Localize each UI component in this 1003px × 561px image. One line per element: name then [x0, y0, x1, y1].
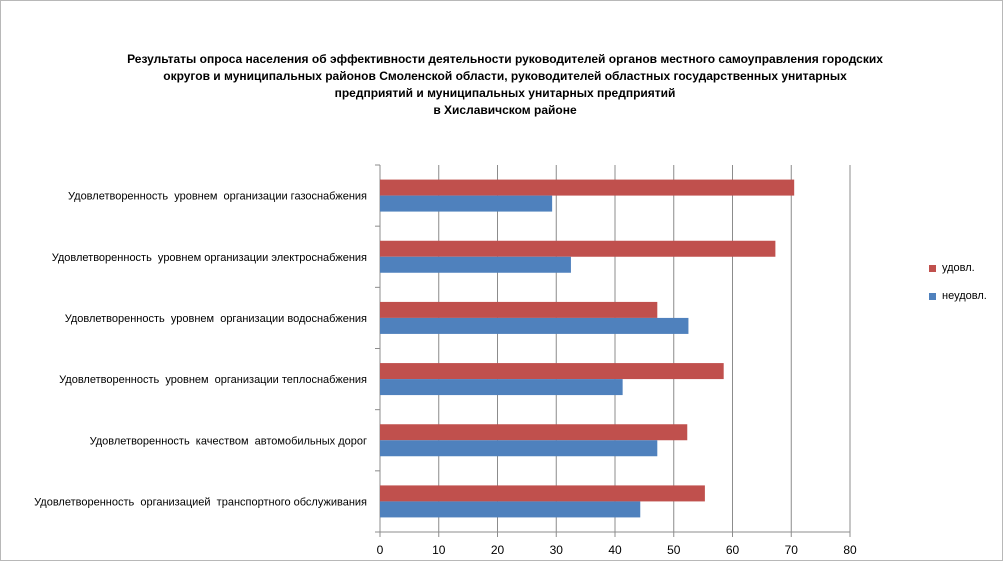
legend-swatch-unsatisfied [929, 292, 936, 300]
x-tick-label: 10 [432, 543, 446, 557]
bar-unsatisfied [380, 501, 641, 518]
chart-title: Результаты опроса населения об эффективн… [90, 51, 920, 119]
bar-satisfied [380, 301, 658, 318]
category-label: Удовлетворенность уровнем организации во… [65, 313, 367, 325]
bar-satisfied [380, 363, 724, 380]
chart-title-line: предприятий и муниципальных унитарных пр… [334, 86, 676, 100]
x-tick-label: 30 [550, 543, 564, 557]
x-tick-label: 60 [726, 543, 740, 557]
category-label: Удовлетворенность качеством автомобильны… [90, 435, 367, 447]
legend: удовл. неудовл. [929, 262, 987, 318]
x-tick-label: 70 [785, 543, 799, 557]
bar-unsatisfied [380, 379, 623, 396]
x-tick-label: 80 [843, 543, 857, 557]
bar-satisfied [380, 240, 776, 257]
legend-label-satisfied: удовл. [942, 262, 975, 275]
x-tick-label: 40 [608, 543, 622, 557]
bar-satisfied [380, 424, 688, 441]
category-label: Удовлетворенность организацией транспорт… [34, 496, 367, 508]
x-tick-label: 0 [377, 543, 384, 557]
bar-unsatisfied [380, 317, 689, 334]
chart-title-line: в Хиславичском районе [433, 103, 577, 117]
category-label: Удовлетворенность уровнем организации эл… [52, 252, 367, 264]
bar-unsatisfied [380, 195, 553, 212]
bar-satisfied [380, 179, 795, 196]
legend-item-satisfied: удовл. [929, 262, 987, 290]
category-label: Удовлетворенность уровнем организации те… [59, 374, 367, 386]
legend-item-unsatisfied: неудовл. [929, 290, 987, 318]
bar-satisfied [380, 485, 705, 502]
x-tick-label: 50 [667, 543, 681, 557]
x-tick-label: 20 [491, 543, 505, 557]
bar-unsatisfied [380, 256, 571, 273]
chart-title-line: округов и муниципальных районов Смоленск… [163, 69, 847, 83]
legend-label-unsatisfied: неудовл. [942, 290, 987, 303]
legend-swatch-satisfied [929, 264, 936, 272]
category-label: Удовлетворенность уровнем организации га… [68, 191, 367, 203]
chart-title-line: Результаты опроса населения об эффективн… [127, 52, 883, 66]
bar-unsatisfied [380, 440, 658, 457]
